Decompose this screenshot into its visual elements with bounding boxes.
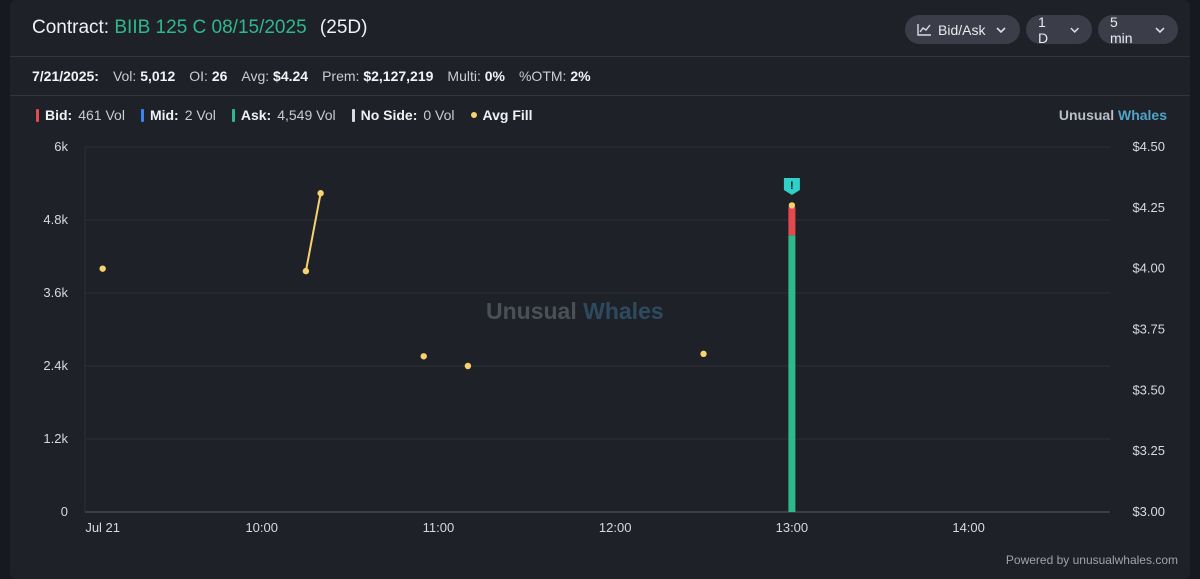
y-left-tick-label: 2.4k (43, 358, 68, 373)
y-right-tick-label: $4.25 (1132, 200, 1165, 215)
avg-fill-point (420, 353, 427, 360)
y-left-tick-label: 1.2k (43, 431, 68, 446)
interval-value: 5 min (1110, 13, 1133, 46)
interval-dropdown[interactable]: 5 min (1098, 13, 1178, 46)
chart-controls: Bid/Ask 1 D 5 min (905, 13, 1178, 46)
mid-swatch (140, 108, 144, 122)
legend-no-side[interactable]: No Side: 0 Vol (351, 107, 455, 123)
y-right-tick-label: $3.50 (1132, 382, 1165, 397)
chart-bars (788, 207, 796, 512)
bid-volume-bar (788, 207, 796, 236)
avg-fill-point (464, 362, 472, 370)
stat-average: Avg: $4.24 (241, 68, 309, 84)
chevron-down-icon (1069, 27, 1079, 33)
alert-marker-glyph: ! (790, 180, 794, 192)
stat-open-interest: OI: 26 (189, 68, 228, 84)
chart-mode-value: Bid/Ask (938, 21, 986, 38)
chart-watermark: Unusual Whales (486, 298, 664, 324)
x-tick-label: Jul 21 (85, 520, 120, 535)
y-right-tick-label: $3.00 (1132, 504, 1165, 519)
contract-symbol[interactable]: BIIB 125 C 08/15/2025 (114, 17, 307, 38)
chart-legend: Bid: 461 Vol Mid: 2 Vol Ask: 4,549 Vol No S… (36, 107, 533, 123)
legend-bid[interactable]: Bid: 461 Vol (36, 107, 125, 123)
avg-fill-point (788, 202, 796, 209)
chart-grid (84, 146, 1110, 513)
y-right-tick-label: $4.50 (1132, 139, 1165, 154)
options-flow-panel: Contract: BIIB 125 C 08/15/2025 (25D) Bi… (10, 0, 1190, 579)
line-chart-icon (917, 24, 931, 36)
y-left-tick-label: 6k (54, 139, 68, 154)
flow-chart: ! 0 1.2k 2.4k 3.6k 4.8k 6k $3.00 $3.25 $3.50 $3.7… (43, 139, 1165, 535)
stats-date: 7/21/2025: (32, 68, 99, 84)
ask-volume-bar (788, 235, 796, 512)
y-left-tick-label: 4.8k (43, 212, 68, 227)
y-right-tick-label: $3.25 (1132, 443, 1165, 458)
legend-mid[interactable]: Mid: 2 Vol (140, 107, 216, 123)
contract-title: Contract: BIIB 125 C 08/15/2025 (25D) (32, 17, 367, 39)
range-value: 1 D (1038, 13, 1049, 46)
stat-multi: Multi: 0% (447, 68, 505, 84)
avg-fill-point (317, 190, 324, 197)
x-tick-label: 12:00 (599, 520, 632, 535)
avg-fill-swatch (470, 112, 477, 118)
chevron-down-icon (1155, 26, 1165, 33)
x-tick-label: 14:00 (952, 520, 985, 535)
panel-header: Contract: BIIB 125 C 08/15/2025 (25D) Bi… (10, 0, 1190, 57)
y-right-tick-label: $4.00 (1132, 261, 1165, 276)
contract-label: Contract: (32, 17, 110, 38)
avg-fill-line (304, 193, 322, 272)
days-to-expiry: (25D) (319, 17, 368, 38)
stats-bar: 7/21/2025: Vol: 5,012 OI: 26 Avg: $4.24 … (10, 57, 1190, 96)
stat-volume: Vol: 5,012 (112, 68, 176, 84)
avg-fill-point (700, 350, 707, 358)
avg-fill-point (99, 265, 106, 272)
legend-ask[interactable]: Ask: 4,549 Vol (231, 107, 336, 123)
y-left-tick-label: 3.6k (43, 285, 68, 300)
axis-ticks: 0 1.2k 2.4k 3.6k 4.8k 6k $3.00 $3.25 $3.50 $3.75 $… (43, 139, 1165, 535)
legend-avg-fill[interactable]: Avg Fill (470, 107, 533, 123)
stat-premium: Prem: $2,127,219 (322, 68, 434, 84)
brand-logo: Unusual Whales (1058, 107, 1167, 123)
stat-otm: %OTM: 2% (518, 68, 591, 84)
alert-marker-icon (783, 178, 800, 195)
no-side-swatch (351, 108, 355, 122)
avg-fill-point (302, 267, 310, 275)
y-left-tick-label: 0 (61, 504, 68, 519)
y-right-tick-label: $3.75 (1132, 322, 1165, 337)
chevron-down-icon (996, 26, 1007, 33)
x-tick-label: 11:00 (423, 520, 455, 535)
chart-mode-dropdown[interactable]: Bid/Ask (905, 15, 1020, 44)
avg-fill-series: ! (99, 178, 800, 370)
x-tick-label: 10:00 (245, 520, 278, 535)
bid-swatch (36, 108, 39, 122)
range-dropdown[interactable]: 1 D (1026, 13, 1092, 46)
x-tick-label: 13:00 (776, 520, 809, 535)
powered-by-link[interactable]: Powered by unusualwhales.com (1005, 553, 1178, 567)
ask-swatch (231, 108, 235, 122)
